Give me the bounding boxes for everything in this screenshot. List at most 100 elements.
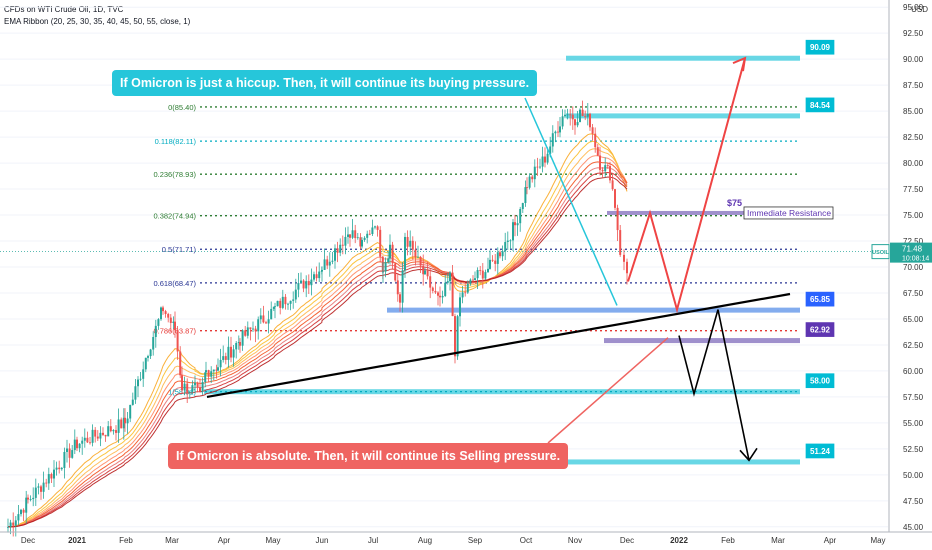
candle-body	[124, 417, 126, 424]
ema-line	[7, 167, 628, 528]
candle-body	[318, 271, 321, 279]
candle-body	[569, 114, 572, 116]
candle-body	[419, 256, 422, 266]
candle-body	[252, 328, 254, 330]
candle-body	[22, 509, 25, 513]
candle-body	[300, 280, 302, 284]
candle-body	[431, 287, 434, 291]
ticker-symbol-box	[871, 244, 890, 260]
candle-body	[204, 372, 207, 383]
candle-body	[359, 237, 362, 247]
candle-body	[12, 522, 15, 526]
projection-drawings: $75 Immediate Resistance	[206, 56, 834, 462]
candle-body	[17, 514, 20, 521]
candle-body	[341, 244, 344, 246]
candle-body	[176, 330, 179, 352]
candle-body	[382, 271, 384, 273]
bar-countdown: 10:08:14	[902, 256, 929, 263]
candle-body	[539, 166, 541, 168]
candle-body	[514, 222, 516, 226]
price-tick-label: 65.00	[903, 315, 924, 324]
level-zone-90.09	[566, 55, 800, 61]
candle-body	[469, 279, 472, 284]
candle-body	[347, 234, 349, 237]
price-tick-label: 95.00	[903, 3, 924, 12]
candle-body	[9, 522, 12, 527]
candle-body	[536, 166, 539, 168]
candle-body	[139, 378, 142, 380]
candle-body	[215, 369, 218, 371]
candle-body	[461, 292, 464, 298]
candle-body	[267, 319, 270, 324]
candle-body	[302, 280, 305, 289]
price-axis[interactable]: 95.00 92.50 90.00 87.50 85.00 82.50 80.00 77.50…	[0, 0, 932, 532]
candle-body	[147, 356, 149, 358]
candle-body	[491, 259, 494, 261]
symbol-title: CFDs on WTI Crude Oil, 1D, TVC	[4, 5, 124, 14]
candle-body	[279, 300, 282, 308]
candle-body	[354, 230, 357, 239]
price-badge-text: 62.92	[810, 326, 831, 335]
candle-body	[487, 268, 489, 273]
price-badge-51.24	[804, 442, 836, 460]
candle-body	[237, 342, 240, 343]
candle-body	[454, 316, 456, 357]
price-badge-62.92	[804, 320, 836, 339]
time-tick-label: Oct	[520, 536, 533, 545]
candle-body	[313, 274, 315, 280]
bullish-projection-path	[627, 57, 746, 314]
candle-body	[27, 497, 29, 500]
price-tick-label: 82.50	[903, 133, 924, 142]
candle-body	[519, 209, 522, 224]
candle-body	[616, 207, 619, 231]
candle-body	[528, 176, 531, 188]
candle-body	[310, 279, 313, 286]
bearish-projection-path	[678, 309, 750, 461]
candle-body	[78, 443, 81, 449]
candle-body	[144, 357, 147, 370]
candle-body	[366, 233, 369, 238]
candle-body	[466, 283, 469, 293]
price-badge-text: 90.09	[810, 43, 831, 52]
candle-body	[499, 252, 501, 257]
bullish-arrowhead	[732, 56, 747, 72]
candle-body	[533, 166, 536, 180]
candle-body	[494, 260, 497, 264]
price-tick-label: 62.50	[903, 341, 924, 350]
candle-body	[174, 321, 176, 331]
bullish-scenario-callout: If Omicron is just a hiccup. Then, it wi…	[112, 70, 538, 96]
ticker-symbol: USOIL	[872, 250, 889, 256]
candle-body	[112, 430, 115, 432]
candle-body	[117, 419, 120, 433]
price-badge-text: 58.00	[810, 377, 831, 386]
candle-body	[476, 270, 479, 279]
candle-body	[404, 236, 406, 271]
candle-body	[566, 114, 569, 116]
candle-body	[619, 230, 622, 255]
candle-body	[71, 450, 74, 458]
time-axis[interactable]: Dec 2021 Feb Mar Apr May Jun Jul Aug Sep Oct Nov Dec…	[0, 531, 932, 545]
price-tick-label: 72.50	[903, 237, 924, 246]
candle-body	[464, 292, 467, 294]
time-tick-label: Aug	[418, 536, 432, 545]
candle-body	[164, 311, 167, 314]
time-tick-label: May	[265, 536, 280, 545]
candle-body	[40, 486, 42, 492]
ema-line	[7, 133, 628, 528]
candle-body	[521, 203, 524, 210]
fib-label: 0.618(68.47)	[153, 279, 196, 288]
candle-body	[96, 436, 99, 439]
candle-body	[434, 290, 437, 293]
candle-body	[272, 306, 275, 309]
price-tick-label: 55.00	[903, 419, 924, 428]
bearish-arrowhead	[739, 447, 758, 462]
candle-body	[456, 316, 459, 357]
candle-body	[63, 451, 66, 468]
candle-body	[604, 165, 607, 172]
candle-body	[422, 265, 425, 275]
price-tick-label: 77.50	[903, 185, 924, 194]
currency-label: USD	[911, 5, 928, 14]
candle-body	[501, 251, 504, 257]
candle-body	[73, 439, 76, 451]
